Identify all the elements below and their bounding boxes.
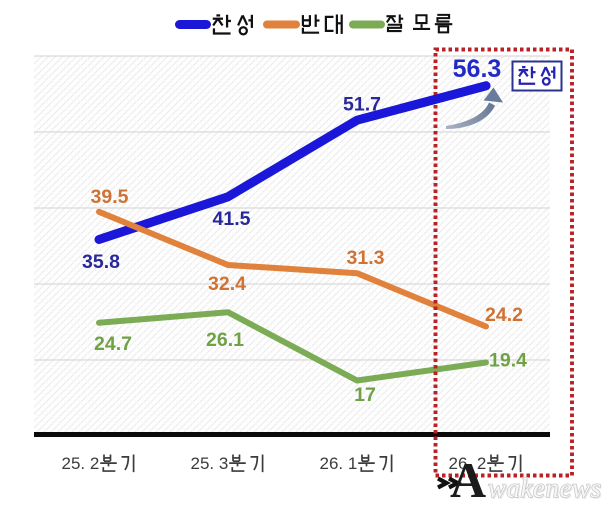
svg-text:26.1: 26.1: [206, 329, 244, 351]
svg-text:25. 3: 25. 3: [191, 454, 229, 473]
svg-text:51.7: 51.7: [343, 94, 381, 116]
svg-text:31.3: 31.3: [347, 247, 385, 269]
svg-text:32.4: 32.4: [208, 273, 246, 295]
svg-text:35.8: 35.8: [82, 251, 120, 273]
svg-text:56.3: 56.3: [453, 55, 502, 83]
svg-text:24.7: 24.7: [94, 333, 132, 355]
svg-text:41.5: 41.5: [213, 208, 251, 230]
svg-text:wakenews: wakenews: [490, 475, 603, 505]
svg-text:26. 1: 26. 1: [320, 454, 358, 473]
svg-text:25. 2: 25. 2: [62, 454, 100, 473]
svg-text:24.2: 24.2: [485, 304, 523, 326]
svg-text:wakenews: wakenews: [488, 473, 601, 503]
svg-text:39.5: 39.5: [91, 186, 129, 208]
svg-text:17: 17: [354, 384, 376, 406]
svg-text:A: A: [450, 452, 486, 506]
svg-text:26. 2: 26. 2: [449, 454, 487, 473]
svg-text:19.4: 19.4: [489, 350, 527, 372]
